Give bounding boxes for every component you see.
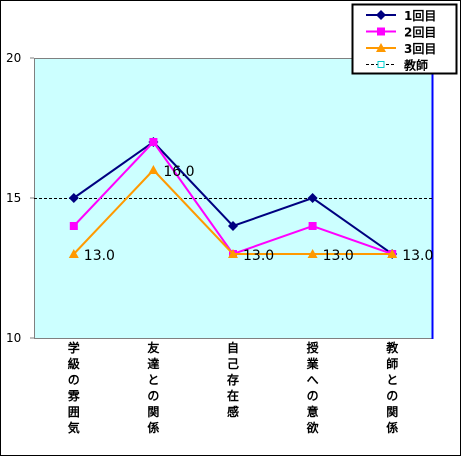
legend-label: 1回目 [404, 9, 436, 23]
data-point-series-1 [228, 221, 238, 231]
y-tick-label: 15 [6, 191, 21, 205]
legend-marker [376, 43, 386, 52]
x-tick-label: 自己存在感 [226, 340, 239, 419]
data-point-series-3 [307, 249, 318, 258]
data-point-series-2 [69, 222, 78, 230]
data-point-series-1 [307, 193, 318, 203]
data-point-series-1 [68, 193, 79, 203]
data-label-layer: 13.0 16.0 13.0 13.0 13.0 [84, 164, 434, 264]
legend-marker [377, 61, 385, 68]
x-tick-label: 友達との関係 [146, 340, 159, 435]
data-point-series-3 [387, 249, 398, 258]
data-label: 13.0 [243, 248, 274, 264]
legend-label: 教師 [403, 58, 428, 73]
data-label: 13.0 [84, 248, 115, 264]
x-tick-label: 授業への意欲 [306, 340, 320, 435]
y-tick-label: 10 [6, 331, 21, 345]
legend-label: 3回目 [404, 42, 436, 56]
legend-marker [377, 27, 385, 36]
series-layer [68, 137, 398, 259]
x-tick-label: 教師との関係 [385, 340, 399, 435]
data-label: 13.0 [323, 248, 354, 264]
data-label: 16.0 [163, 164, 194, 180]
data-point-series-3 [68, 249, 79, 258]
legend-label: 2回目 [404, 26, 436, 40]
data-point-series-2 [149, 138, 158, 146]
x-tick-label: 学級の雰囲気 [68, 340, 81, 435]
y-tick-label: 20 [6, 51, 21, 65]
data-point-series-3 [228, 249, 238, 258]
data-point-series-2 [308, 222, 317, 230]
axis-layer: 10 15 20 学級の雰囲気 友達との関係 自己存在感 授業への意欲 教師との関係 [6, 51, 399, 435]
legend-marker [376, 10, 386, 20]
data-point-series-3 [148, 165, 159, 174]
data-label: 13.0 [402, 248, 433, 264]
